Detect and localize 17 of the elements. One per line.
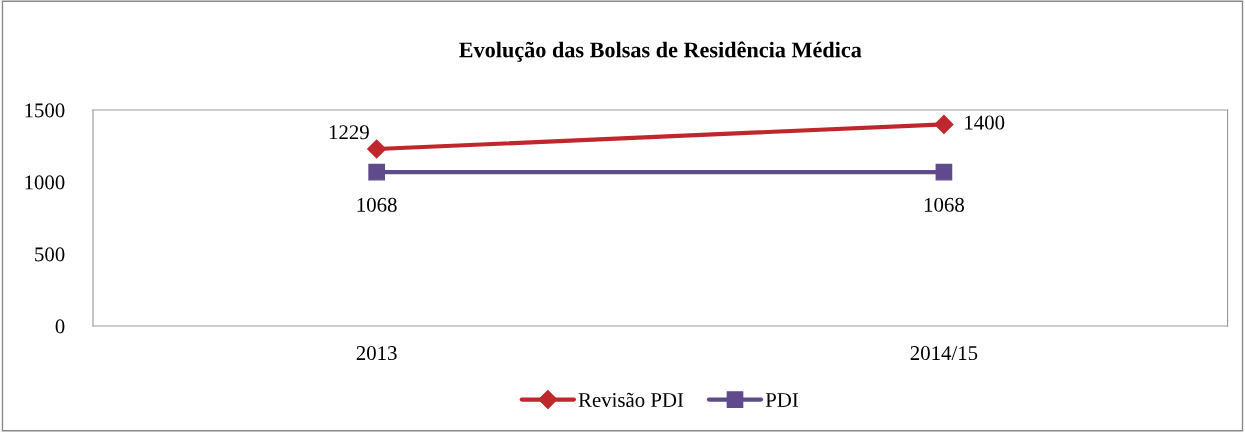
- data-label: 1068: [924, 197, 964, 212]
- point: [934, 114, 954, 134]
- y-tick-label: 500: [35, 247, 65, 262]
- point: [368, 163, 385, 181]
- chart-title: Evolução das Bolsas de Residência Médica: [459, 41, 862, 62]
- data-label: 1068: [357, 197, 397, 212]
- point: [367, 139, 387, 159]
- y-tick-label: 0: [55, 319, 65, 334]
- legend-label: Revisão PDI: [578, 392, 684, 408]
- y-tick-label: 1000: [25, 175, 65, 190]
- x-tick-label: 2013: [356, 346, 397, 361]
- data-label: 1229: [329, 125, 369, 140]
- legend-label: PDI: [765, 393, 799, 407]
- x-tick-label: 2014/15: [910, 346, 978, 361]
- data-label: 1400: [965, 115, 1005, 130]
- point: [935, 163, 953, 181]
- y-tick-label: 1500: [25, 103, 65, 118]
